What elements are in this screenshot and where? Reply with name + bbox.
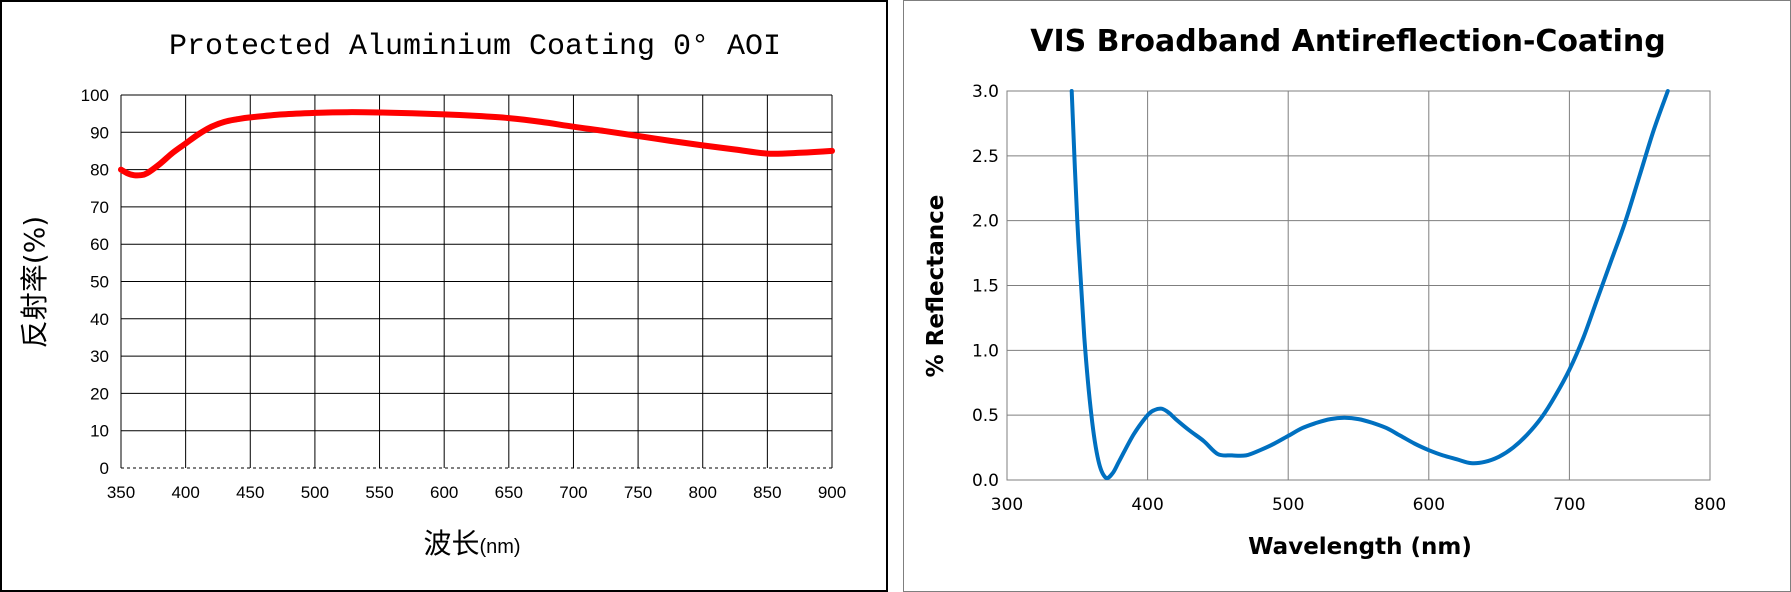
x-tick-label: 700 <box>559 483 587 502</box>
y-tick-label: 30 <box>90 347 109 366</box>
chart-panel-left: Protected Aluminium Coating 0° AOI 0 10 20… <box>0 0 888 592</box>
y-tick-label: 2.5 <box>972 147 999 167</box>
x-tick-label: 500 <box>1272 495 1304 515</box>
series-line <box>1069 89 1670 481</box>
x-tick-label: 800 <box>689 483 717 502</box>
y-axis-label: % Reflectance <box>923 195 949 378</box>
y-tick-label: 10 <box>90 422 109 441</box>
y-tick-label: 1.5 <box>972 277 999 297</box>
y-tick-label: 40 <box>90 310 109 329</box>
y-tick-label: 90 <box>90 123 109 142</box>
x-tick-label: 400 <box>171 483 199 502</box>
series-line <box>118 109 835 179</box>
x-tick-label: 850 <box>753 483 781 502</box>
x-axis-label-unit: (nm) <box>479 536 520 558</box>
x-axis-label-main: 波长 <box>423 527 479 560</box>
x-tick-label: 900 <box>818 483 846 502</box>
chart-title: Protected Aluminium Coating 0° AOI <box>169 30 781 64</box>
aluminium-reflectance-chart: Protected Aluminium Coating 0° AOI 0 10 20… <box>18 30 846 560</box>
x-axis-label: Wavelength (nm) <box>1248 534 1472 560</box>
x-tick-label: 750 <box>624 483 652 502</box>
x-tick-label: 450 <box>236 483 264 502</box>
x-tick-label: 650 <box>495 483 523 502</box>
y-tick-label: 80 <box>90 161 109 180</box>
y-tick-label: 100 <box>81 86 109 105</box>
x-tick-label: 550 <box>365 483 393 502</box>
y-tick-label: 50 <box>90 273 109 292</box>
chart-title: VIS Broadband Antireflection-Coating <box>1030 24 1666 59</box>
y-tick-label: 60 <box>90 235 109 254</box>
x-tick-label: 400 <box>1131 495 1163 515</box>
x-axis-label: 波长(nm) <box>423 527 520 560</box>
antireflection-chart: VIS Broadband Antireflection-Coating 0.0… <box>923 24 1726 560</box>
x-tick-label: 800 <box>1694 495 1726 515</box>
y-tick-label: 0 <box>100 459 109 478</box>
x-tick-label: 700 <box>1553 495 1585 515</box>
x-tick-label: 600 <box>1413 495 1445 515</box>
y-tick-label: 70 <box>90 198 109 217</box>
chart-panel-right: VIS Broadband Antireflection-Coating 0.0… <box>903 0 1791 592</box>
y-axis-label: 反射率(%) <box>18 216 51 348</box>
x-tick-label: 600 <box>430 483 458 502</box>
y-tick-label: 3.0 <box>972 82 999 102</box>
y-tick-label: 1.0 <box>972 341 999 361</box>
y-tick-label: 2.0 <box>972 212 999 232</box>
x-tick-label: 500 <box>301 483 329 502</box>
y-tick-label: 0.5 <box>972 406 999 426</box>
y-tick-label: 20 <box>90 384 109 403</box>
x-tick-label: 300 <box>991 495 1023 515</box>
x-tick-label: 350 <box>107 483 135 502</box>
plot-frame <box>1006 90 1711 481</box>
y-tick-label: 0.0 <box>972 471 999 491</box>
